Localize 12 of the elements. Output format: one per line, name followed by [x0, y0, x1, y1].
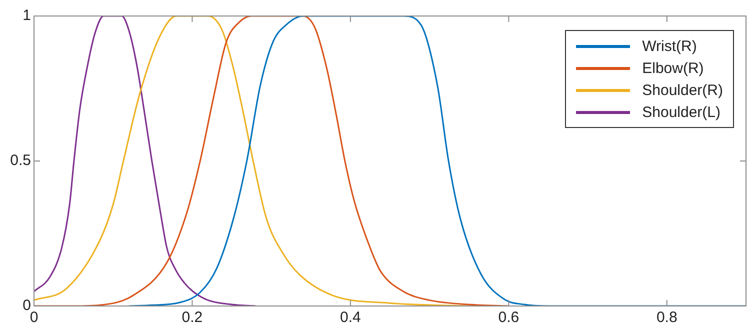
y-tick-label: 0.5 — [10, 152, 31, 170]
x-tick-label: 0.4 — [340, 309, 361, 326]
legend-label: Shoulder(L) — [642, 104, 721, 120]
legend-label: Wrist(R) — [642, 38, 697, 54]
legend-label: Shoulder(R) — [642, 82, 723, 98]
x-tick-label: 0.2 — [182, 309, 203, 326]
x-tick-label: 0.8 — [656, 309, 678, 326]
y-tick-label: 1 — [22, 7, 31, 24]
x-tick-label: 0.6 — [498, 309, 520, 326]
line-series — [34, 16, 256, 306]
y-tick-label: 0 — [22, 297, 31, 314]
legend-label: Elbow(R) — [642, 60, 704, 76]
